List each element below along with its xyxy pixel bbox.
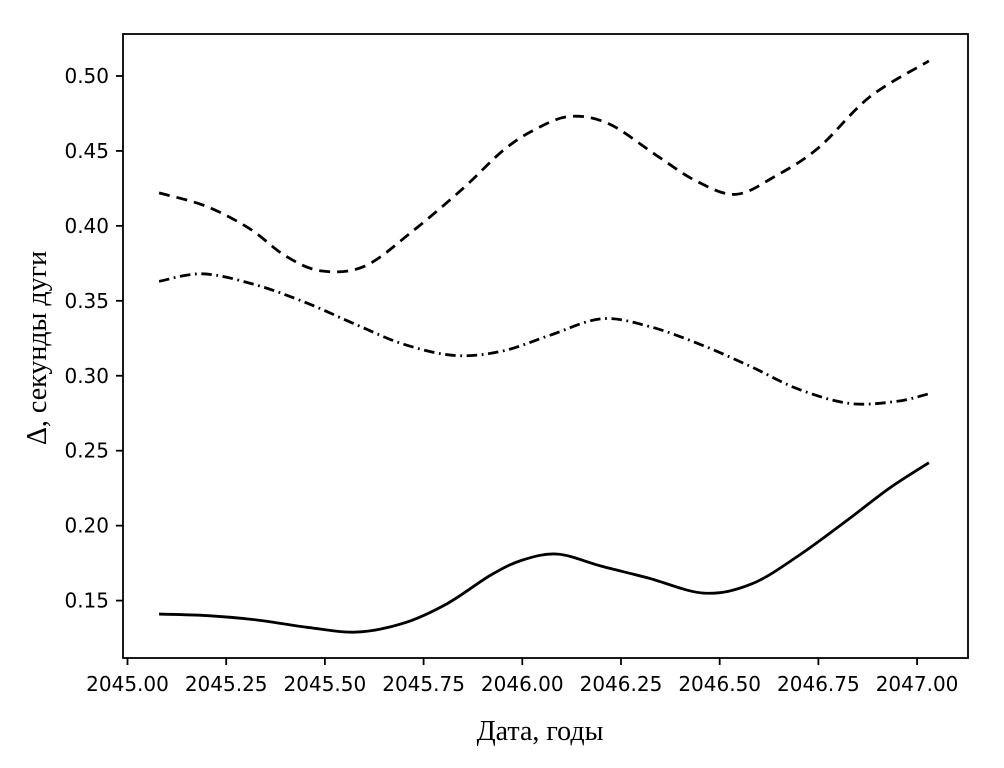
y-tick-label: 0.25 xyxy=(64,439,109,463)
x-tick-label: 2045.00 xyxy=(86,672,169,696)
x-tick-label: 2046.25 xyxy=(580,672,663,696)
x-tick-label: 2045.50 xyxy=(284,672,367,696)
y-tick-label: 0.20 xyxy=(64,514,109,538)
dashed-line-series xyxy=(158,59,930,274)
solid-line-series xyxy=(159,461,930,634)
y-axis-label: Δ, секунды дуги xyxy=(22,250,53,446)
plot-border xyxy=(122,33,969,659)
y-tick-label: 0.45 xyxy=(64,139,109,163)
x-tick-label: 2045.25 xyxy=(185,672,268,696)
x-tick-label: 2046.75 xyxy=(777,672,860,696)
y-tick-label: 0.15 xyxy=(64,589,109,613)
x-axis-label: Дата, годы xyxy=(476,716,604,747)
x-tick-label: 2047.00 xyxy=(876,672,959,696)
y-tick-label: 0.40 xyxy=(64,214,109,238)
y-tick-label: 0.30 xyxy=(64,364,109,388)
x-tick-label: 2046.50 xyxy=(678,672,761,696)
dash-dot-line-series xyxy=(158,272,930,406)
y-tick-label: 0.50 xyxy=(64,64,109,88)
x-tick-label: 2045.75 xyxy=(382,672,465,696)
y-tick-label: 0.35 xyxy=(64,289,109,313)
x-tick-label: 2046.00 xyxy=(481,672,564,696)
